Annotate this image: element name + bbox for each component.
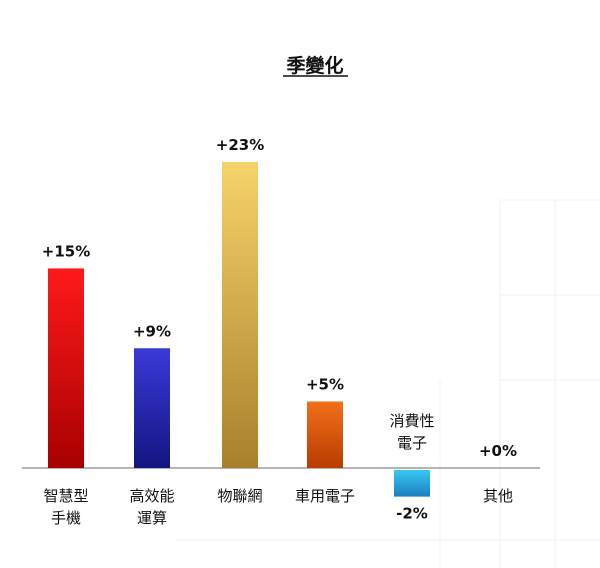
category-label-0-0: 智慧型 [43, 487, 88, 505]
category-label-5-0: 其他 [483, 487, 513, 505]
bars-group [48, 162, 430, 497]
value-labels-group: +15% +9% +23% +5% -2% +0% [42, 136, 517, 523]
category-label-4-1: 電子 [397, 434, 427, 452]
bar-0 [48, 268, 84, 468]
value-label-4: -2% [396, 505, 428, 523]
bar-1 [134, 348, 170, 468]
category-label-4-0: 消費性 [389, 412, 434, 430]
chart-title: 季變化 [286, 54, 343, 77]
bar-4 [394, 470, 430, 497]
background-tiles [175, 199, 600, 568]
value-label-3: +5% [306, 375, 344, 393]
category-label-3-0: 車用電子 [295, 487, 355, 505]
category-label-1-1: 運算 [137, 509, 167, 527]
bar-2 [222, 162, 258, 468]
bar-3 [307, 401, 343, 468]
value-label-2: +23% [216, 136, 264, 154]
category-label-2-0: 物聯網 [217, 487, 262, 505]
category-label-0-1: 手機 [51, 509, 81, 527]
value-label-0: +15% [42, 242, 90, 260]
category-label-1-0: 高效能 [129, 487, 174, 505]
value-label-5: +0% [479, 442, 517, 460]
value-label-1: +9% [133, 322, 171, 340]
